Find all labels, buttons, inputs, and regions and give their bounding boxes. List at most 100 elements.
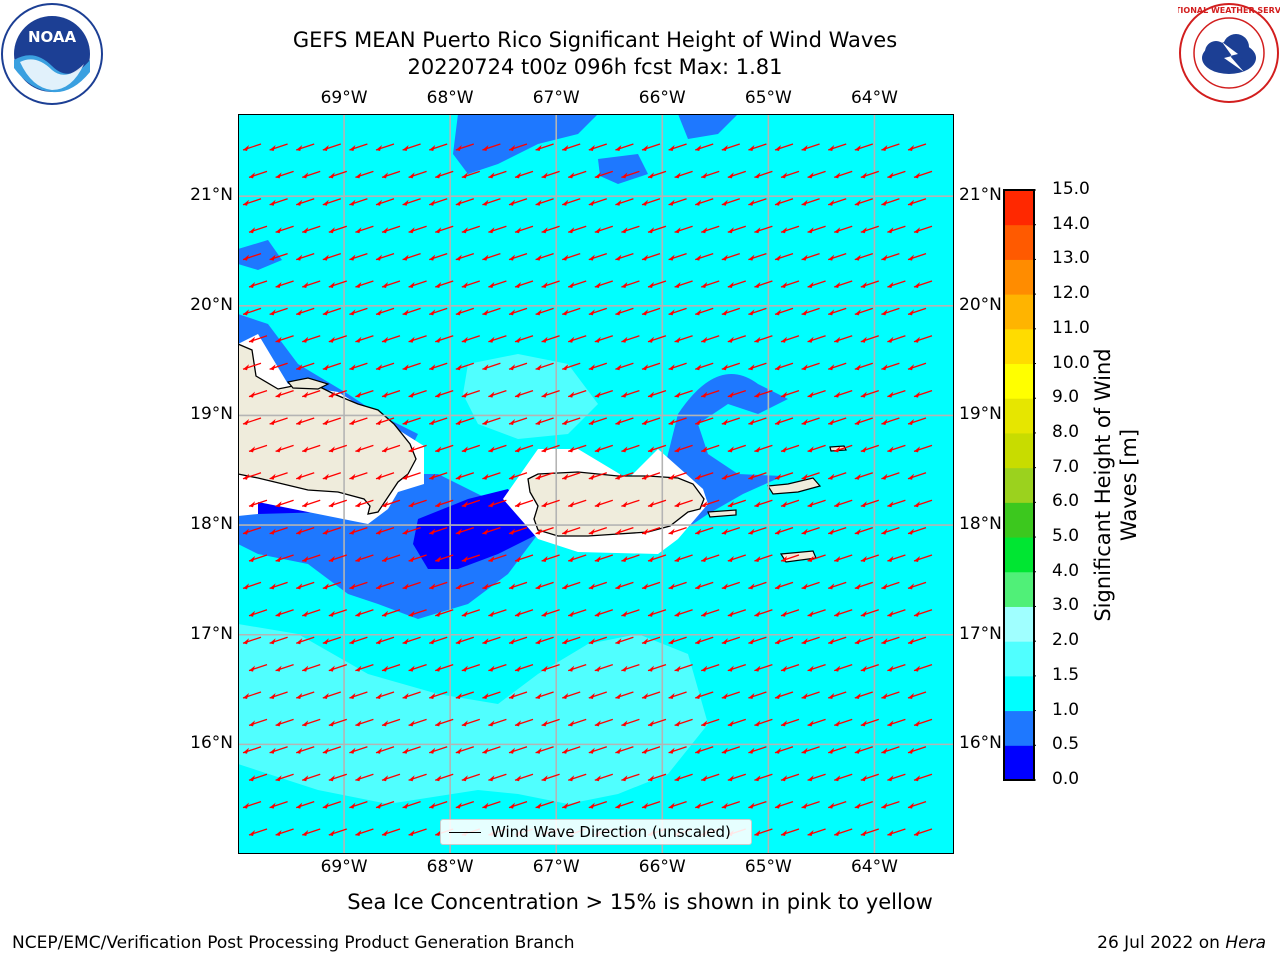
- wave-arrow: [434, 499, 454, 508]
- wave-arrow: [647, 773, 667, 782]
- wave-arrow: [754, 389, 773, 398]
- wave-arrow: [269, 362, 288, 371]
- wave-arrow: [434, 554, 454, 562]
- wave-arrow: [674, 554, 693, 562]
- wave-arrow: [615, 362, 634, 371]
- wave-arrow: [508, 746, 528, 754]
- wave-arrow: [375, 472, 395, 480]
- wave-arrow: [328, 335, 348, 343]
- wave-arrow: [561, 307, 581, 316]
- wave-arrow: [301, 663, 321, 672]
- wave-arrow: [674, 609, 693, 617]
- wave-arrow: [488, 718, 507, 727]
- wave-arrow: [408, 389, 427, 398]
- colorbar-tick-label: 15.0: [1052, 179, 1090, 199]
- wave-arrow: [780, 335, 800, 343]
- wave-arrow: [428, 526, 448, 535]
- wave-arrow: [913, 663, 933, 672]
- wave-arrow: [647, 389, 667, 398]
- colorbar-tick-label: 2.0: [1052, 630, 1080, 651]
- wave-arrow: [727, 663, 747, 672]
- wave-arrow: [754, 280, 773, 288]
- wave-arrow: [780, 499, 800, 508]
- wave-arrow: [801, 417, 820, 425]
- wave-arrow: [907, 198, 927, 206]
- wave-arrow: [801, 636, 820, 645]
- wave-arrow: [700, 609, 720, 617]
- wave-arrow: [801, 581, 820, 590]
- wave-arrow: [508, 198, 528, 206]
- lon-label-top: 64°W: [850, 88, 898, 108]
- wave-arrow: [248, 389, 268, 398]
- wave-arrow: [535, 417, 554, 425]
- wave-arrow: [514, 773, 534, 782]
- wave-arrow: [860, 170, 880, 179]
- wave-arrow: [694, 143, 714, 151]
- wave-arrow: [700, 554, 720, 562]
- wave-arrow: [721, 691, 741, 699]
- wave-arrow: [801, 252, 820, 261]
- wave-arrow: [301, 225, 321, 234]
- wave-arrow: [482, 417, 501, 425]
- wave-arrow: [328, 499, 348, 508]
- wave-arrow: [780, 444, 800, 453]
- wave-arrow: [700, 499, 720, 508]
- wave-arrow: [328, 225, 348, 234]
- wave-arrow: [801, 307, 820, 316]
- wave-arrow: [567, 663, 587, 672]
- wave-arrow: [355, 499, 374, 508]
- wave-arrow: [408, 335, 427, 343]
- wave-arrow: [482, 362, 501, 371]
- wave-arrow: [860, 554, 880, 562]
- wave-arrow: [455, 581, 475, 590]
- wave-arrow: [275, 828, 294, 836]
- wave-arrow: [674, 280, 693, 288]
- wave-arrow: [674, 389, 693, 398]
- wave-arrow: [668, 691, 687, 699]
- colorbar-tick-label: 13.0: [1052, 248, 1090, 269]
- wave-arrow: [428, 746, 448, 754]
- wave-arrow: [381, 389, 401, 398]
- wave-arrow: [567, 773, 587, 782]
- wave-arrow: [913, 773, 933, 782]
- wave-arrow: [301, 773, 321, 782]
- wave-arrow: [700, 773, 720, 782]
- wave-arrow: [461, 335, 481, 343]
- wave-arrow: [242, 581, 262, 590]
- wave-arrow: [541, 170, 560, 179]
- wave-arrow: [508, 691, 528, 699]
- wave-arrow: [887, 828, 906, 836]
- colorbar-segment: [1004, 467, 1034, 503]
- wave-arrow: [248, 554, 268, 562]
- land-tortuga: [286, 377, 330, 390]
- colorbar-tick-label: 8.0: [1052, 421, 1080, 442]
- wave-arrow: [275, 773, 294, 782]
- wave-arrow: [674, 170, 693, 179]
- wave-arrow: [535, 143, 554, 151]
- wave-arrow: [594, 663, 614, 672]
- wave-arrow: [428, 417, 448, 425]
- wave-arrow: [674, 444, 693, 453]
- wave-arrow: [428, 691, 448, 699]
- wave-arrow: [541, 444, 560, 453]
- wave-arrow: [375, 252, 395, 261]
- wave-arrow: [854, 746, 874, 754]
- wave-arrow: [402, 691, 421, 699]
- wave-arrow: [647, 280, 667, 288]
- wave-arrow: [694, 581, 714, 590]
- wave-arrow: [322, 636, 342, 645]
- wave-arrow: [827, 581, 847, 590]
- wave-arrow: [721, 746, 741, 754]
- wave-arrow: [349, 526, 368, 535]
- colorbar-tick-label: 5.0: [1052, 526, 1080, 547]
- lon-label-bottom: 64°W: [850, 857, 898, 877]
- wave-arrow: [668, 746, 687, 754]
- wave-arrow: [535, 800, 554, 809]
- wave-arrow: [349, 198, 368, 206]
- wave-arrow: [621, 335, 640, 343]
- wave-arrow: [322, 800, 342, 809]
- wave-arrow: [535, 307, 554, 316]
- colorbar-segment: [1004, 190, 1034, 226]
- wave-arrow: [881, 362, 900, 371]
- wave-arrow: [774, 252, 794, 261]
